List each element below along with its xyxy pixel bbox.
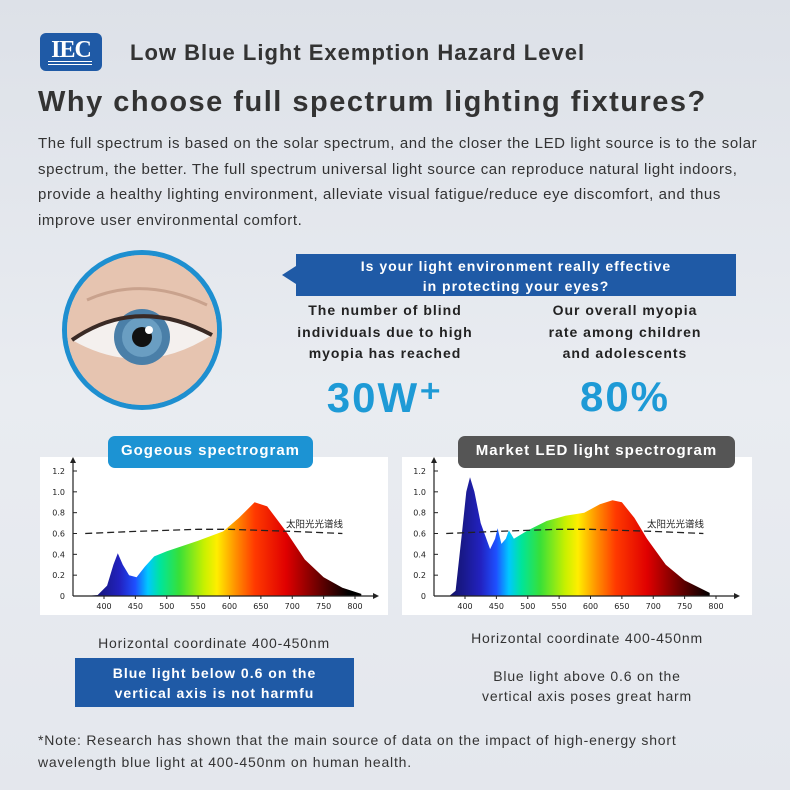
y-tick-label: 0.2: [413, 571, 426, 580]
stat-value: 80%: [579, 372, 671, 420]
stat-text: The number of blind individuals due to h…: [297, 302, 473, 361]
x-tick-label: 750: [677, 602, 692, 611]
solar-reference-label: 太阳光光谱线: [286, 518, 344, 530]
y-tick-label: 0: [60, 592, 65, 601]
question-banner: Is your light environment really effecti…: [282, 254, 736, 296]
y-tick-label: 0.4: [52, 550, 65, 559]
x-tick-label: 600: [222, 602, 237, 611]
y-tick-label: 0.8: [52, 509, 65, 518]
harmless-callout: Blue light below 0.6 on the vertical axi…: [75, 658, 354, 707]
chart-panel-left: 0 0.2 0.4 0.6 0.8 1.0 1.2 400 450 500 550 600 650 700…: [40, 457, 388, 615]
top-title: Low Blue Light Exemption Hazard Level: [130, 40, 586, 65]
x-tick-label: 500: [159, 602, 174, 611]
solar-reference-line: [446, 528, 704, 535]
y-tick-label: 1.2: [413, 467, 426, 476]
callout-line: vertical axis poses great harm: [482, 688, 692, 704]
x-tick-label: 550: [551, 602, 566, 611]
x-axis-arrow-icon: [734, 593, 740, 599]
spectrum-chart-market: 0 0.2 0.4 0.6 0.8 1.0 1.2 400 450 500 550 600 650 700…: [413, 457, 740, 611]
x-tick-label: 800: [347, 602, 362, 611]
spectrum-chart-gogeous: 0 0.2 0.4 0.6 0.8 1.0 1.2 400 450 500 550 600 650 700…: [52, 457, 379, 611]
x-tick-label: 650: [614, 602, 629, 611]
iec-logo: IEC: [40, 33, 102, 71]
y-axis-arrow-icon: [431, 457, 437, 463]
intro-paragraph: The full spectrum is based on the solar …: [38, 135, 758, 229]
chart-title-market: Market LED light spectrogram: [458, 436, 735, 468]
callout-line: vertical axis is not harmfu: [114, 685, 315, 701]
chart-panel-right: 0 0.2 0.4 0.6 0.8 1.0 1.2 400 450 500 550 600 650 700…: [402, 457, 752, 615]
chart-title-gogeous: Gogeous spectrogram: [108, 436, 313, 468]
y-tick-label: 0.6: [52, 530, 65, 539]
x-tick-label: 650: [253, 602, 268, 611]
x-tick-label: 600: [583, 602, 598, 611]
banner-line: in protecting your eyes?: [422, 278, 610, 294]
y-axis-arrow-icon: [70, 457, 76, 463]
solar-reference-line: [85, 528, 343, 535]
footnote: *Note: Research has shown that the main …: [38, 732, 677, 770]
y-tick-label: 1.2: [52, 467, 65, 476]
harm-callout: Blue light above 0.6 on the vertical axi…: [402, 666, 772, 706]
x-axis-arrow-icon: [373, 593, 379, 599]
callout-line: Blue light above 0.6 on the: [493, 668, 681, 684]
caption-coord-left: Horizontal coordinate 400-450nm: [98, 635, 330, 651]
y-tick-label: 0.4: [413, 550, 426, 559]
x-tick-label: 550: [190, 602, 205, 611]
y-tick-label: 1.0: [413, 488, 426, 497]
x-tick-label: 700: [285, 602, 300, 611]
x-tick-label: 450: [128, 602, 143, 611]
x-tick-label: 700: [646, 602, 661, 611]
x-tick-label: 500: [520, 602, 535, 611]
x-tick-label: 400: [96, 602, 111, 611]
y-tick-label: 0.8: [413, 509, 426, 518]
y-tick-label: 1.0: [52, 488, 65, 497]
eye-image: [62, 250, 222, 410]
spectrum-area: [85, 502, 362, 596]
solar-reference-label: 太阳光光谱线: [647, 518, 705, 530]
stat-text: Our overall myopia rate among children a…: [548, 302, 702, 361]
x-tick-label: 800: [708, 602, 723, 611]
y-tick-label: 0: [421, 592, 426, 601]
callout-line: Blue light below 0.6 on the: [112, 665, 317, 681]
stat-myopia: Our overall myopia rate among children a…: [515, 300, 735, 421]
y-tick-label: 0.2: [52, 571, 65, 580]
x-tick-label: 450: [489, 602, 504, 611]
y-tick-label: 0.6: [413, 530, 426, 539]
caption-coord-right: Horizontal coordinate 400-450nm: [471, 630, 703, 646]
x-tick-label: 750: [316, 602, 331, 611]
stat-value: 30W⁺: [326, 373, 444, 421]
x-tick-label: 400: [457, 602, 472, 611]
banner-line: Is your light environment really effecti…: [360, 258, 672, 274]
stat-blind: The number of blind individuals due to h…: [275, 300, 495, 422]
page-heading: Why choose full spectrum lighting fixtur…: [38, 86, 707, 118]
eye-icon: [67, 255, 217, 405]
spectrum-area: [449, 477, 710, 596]
